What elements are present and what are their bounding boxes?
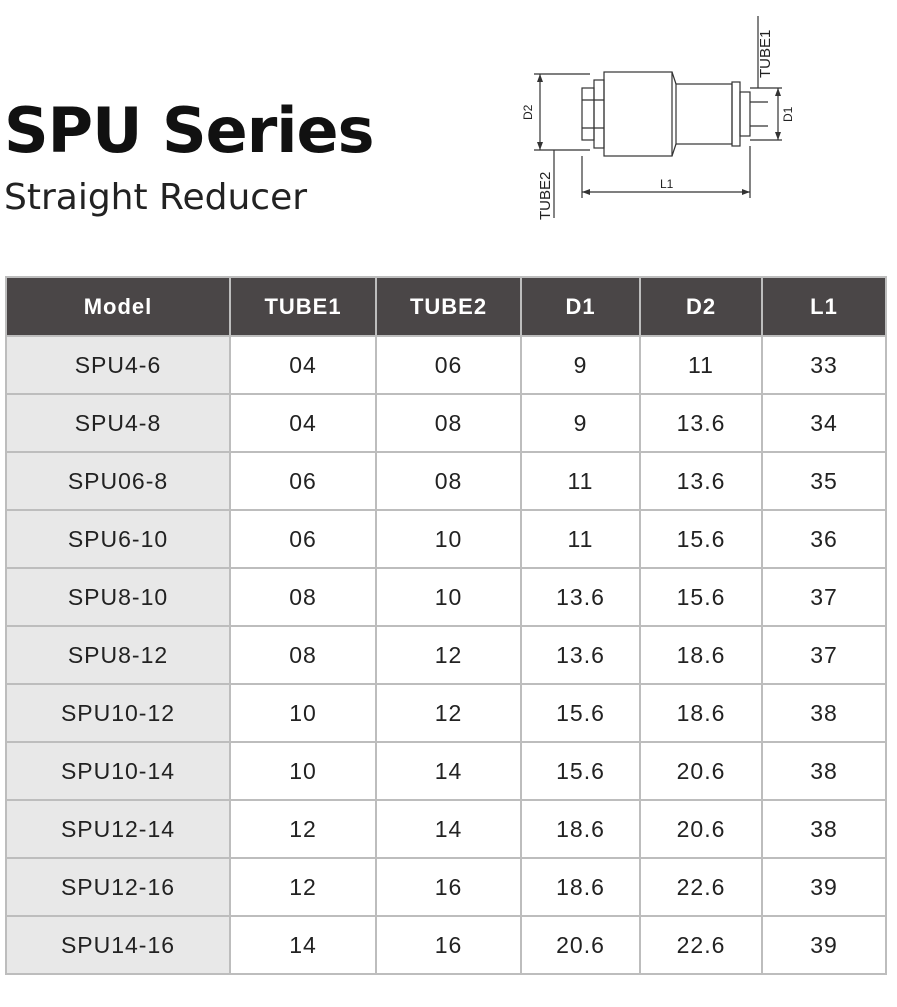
table-row: SPU8-12 08 12 13.6 18.6 37 bbox=[5, 625, 887, 685]
d2-cell: 18.6 bbox=[639, 683, 763, 743]
tube2-cell: 06 bbox=[375, 335, 522, 395]
spec-table-body: SPU4-6 04 06 9 11 33 SPU4-8 04 08 9 13.6… bbox=[5, 335, 887, 975]
l1-cell: 38 bbox=[761, 683, 887, 743]
l1-cell: 35 bbox=[761, 451, 887, 511]
model-cell: SPU10-12 bbox=[5, 683, 231, 743]
page-subtitle: Straight Reducer bbox=[4, 177, 308, 218]
table-row: SPU10-12 10 12 15.6 18.6 38 bbox=[5, 683, 887, 743]
l1-cell: 37 bbox=[761, 567, 887, 627]
tube2-cell: 16 bbox=[375, 857, 522, 917]
table-header-row: Model TUBE1 TUBE2 D1 D2 L1 bbox=[5, 276, 887, 337]
diagram-label-tube1: TUBE1 bbox=[757, 30, 774, 78]
diagram-label-d1: D1 bbox=[781, 106, 795, 122]
model-cell: SPU8-10 bbox=[5, 567, 231, 627]
tube2-cell: 08 bbox=[375, 393, 522, 453]
column-header-l1: L1 bbox=[761, 276, 887, 337]
diagram-label-tube2: TUBE2 bbox=[537, 172, 554, 220]
d1-cell: 15.6 bbox=[520, 741, 641, 801]
d2-cell: 11 bbox=[639, 335, 763, 395]
l1-cell: 38 bbox=[761, 799, 887, 859]
tube1-cell: 06 bbox=[229, 509, 377, 569]
model-cell: SPU4-8 bbox=[5, 393, 231, 453]
tube2-cell: 14 bbox=[375, 799, 522, 859]
d1-cell: 9 bbox=[520, 335, 641, 395]
table-row: SPU10-14 10 14 15.6 20.6 38 bbox=[5, 741, 887, 801]
l1-cell: 38 bbox=[761, 741, 887, 801]
tube1-cell: 08 bbox=[229, 625, 377, 685]
model-cell: SPU14-16 bbox=[5, 915, 231, 975]
d2-cell: 15.6 bbox=[639, 567, 763, 627]
spec-table: Model TUBE1 TUBE2 D1 D2 L1 SPU4-6 04 06 … bbox=[5, 276, 887, 975]
d1-cell: 9 bbox=[520, 393, 641, 453]
l1-cell: 34 bbox=[761, 393, 887, 453]
tube2-cell: 16 bbox=[375, 915, 522, 975]
l1-cell: 33 bbox=[761, 335, 887, 395]
d1-cell: 13.6 bbox=[520, 625, 641, 685]
model-cell: SPU12-16 bbox=[5, 857, 231, 917]
l1-cell: 37 bbox=[761, 625, 887, 685]
tube2-cell: 14 bbox=[375, 741, 522, 801]
table-row: SPU12-14 12 14 18.6 20.6 38 bbox=[5, 799, 887, 859]
tube1-cell: 04 bbox=[229, 393, 377, 453]
l1-cell: 39 bbox=[761, 915, 887, 975]
d2-cell: 20.6 bbox=[639, 741, 763, 801]
model-cell: SPU6-10 bbox=[5, 509, 231, 569]
model-cell: SPU4-6 bbox=[5, 335, 231, 395]
column-header-d2: D2 bbox=[639, 276, 763, 337]
table-row: SPU4-6 04 06 9 11 33 bbox=[5, 335, 887, 395]
column-header-tube1: TUBE1 bbox=[229, 276, 377, 337]
column-header-model: Model bbox=[5, 276, 231, 337]
tube2-cell: 12 bbox=[375, 683, 522, 743]
model-cell: SPU12-14 bbox=[5, 799, 231, 859]
diagram-label-d2: D2 bbox=[521, 104, 535, 120]
model-cell: SPU8-12 bbox=[5, 625, 231, 685]
model-cell: SPU06-8 bbox=[5, 451, 231, 511]
tube2-cell: 10 bbox=[375, 567, 522, 627]
d1-cell: 15.6 bbox=[520, 683, 641, 743]
tube1-cell: 10 bbox=[229, 741, 377, 801]
tube1-cell: 08 bbox=[229, 567, 377, 627]
l1-cell: 39 bbox=[761, 857, 887, 917]
d1-cell: 18.6 bbox=[520, 799, 641, 859]
d2-cell: 18.6 bbox=[639, 625, 763, 685]
d2-cell: 13.6 bbox=[639, 451, 763, 511]
tube1-cell: 10 bbox=[229, 683, 377, 743]
tube1-cell: 14 bbox=[229, 915, 377, 975]
tube2-cell: 08 bbox=[375, 451, 522, 511]
diagram-label-l1: L1 bbox=[660, 177, 674, 191]
tube2-cell: 12 bbox=[375, 625, 522, 685]
table-row: SPU14-16 14 16 20.6 22.6 39 bbox=[5, 915, 887, 975]
d2-cell: 20.6 bbox=[639, 799, 763, 859]
tube1-cell: 12 bbox=[229, 857, 377, 917]
d1-cell: 11 bbox=[520, 451, 641, 511]
table-row: SPU06-8 06 08 11 13.6 35 bbox=[5, 451, 887, 511]
d1-cell: 20.6 bbox=[520, 915, 641, 975]
page-title: SPU Series bbox=[4, 94, 375, 167]
table-row: SPU6-10 06 10 11 15.6 36 bbox=[5, 509, 887, 569]
d2-cell: 13.6 bbox=[639, 393, 763, 453]
d1-cell: 11 bbox=[520, 509, 641, 569]
model-cell: SPU10-14 bbox=[5, 741, 231, 801]
d2-cell: 22.6 bbox=[639, 915, 763, 975]
tube2-cell: 10 bbox=[375, 509, 522, 569]
d2-cell: 15.6 bbox=[639, 509, 763, 569]
table-row: SPU8-10 08 10 13.6 15.6 37 bbox=[5, 567, 887, 627]
table-row: SPU12-16 12 16 18.6 22.6 39 bbox=[5, 857, 887, 917]
column-header-tube2: TUBE2 bbox=[375, 276, 522, 337]
d1-cell: 13.6 bbox=[520, 567, 641, 627]
table-row: SPU4-8 04 08 9 13.6 34 bbox=[5, 393, 887, 453]
tube1-cell: 06 bbox=[229, 451, 377, 511]
tube1-cell: 12 bbox=[229, 799, 377, 859]
column-header-d1: D1 bbox=[520, 276, 641, 337]
fitting-dimension-drawing: D2 TUBE2 TUBE1 D1 L1 bbox=[521, 16, 795, 220]
tube1-cell: 04 bbox=[229, 335, 377, 395]
d2-cell: 22.6 bbox=[639, 857, 763, 917]
d1-cell: 18.6 bbox=[520, 857, 641, 917]
l1-cell: 36 bbox=[761, 509, 887, 569]
